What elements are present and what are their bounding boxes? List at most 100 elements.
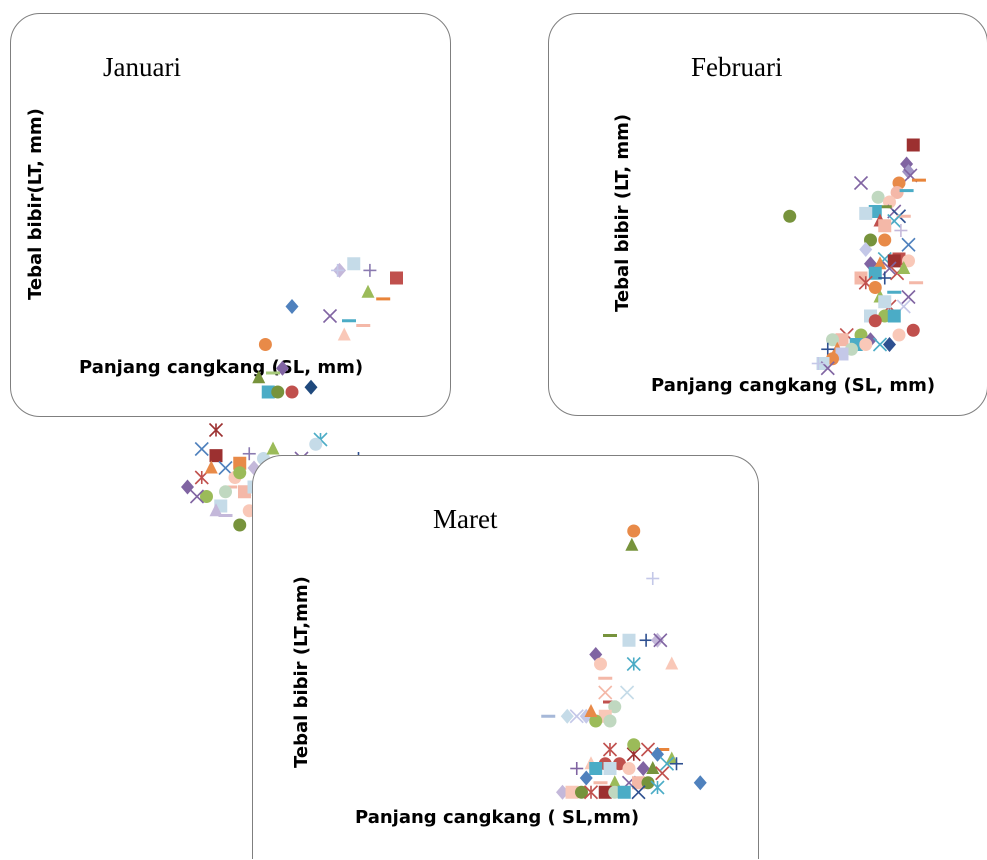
circle-marker <box>627 524 641 538</box>
dash-marker <box>356 324 371 327</box>
square-marker <box>878 295 892 309</box>
square-marker <box>859 206 873 220</box>
triangle-marker <box>873 256 887 270</box>
triangle-marker <box>625 537 639 551</box>
diamond-marker <box>285 299 299 314</box>
circle-marker <box>868 314 882 328</box>
circle-marker <box>219 485 232 499</box>
diamond-marker <box>902 164 915 180</box>
dash-marker <box>342 319 356 323</box>
circle-marker <box>906 323 920 337</box>
circle-marker <box>871 190 885 204</box>
triangle-marker <box>361 284 375 298</box>
circle-marker <box>589 714 603 728</box>
x-marker <box>218 460 233 476</box>
plus-marker <box>821 342 835 356</box>
diamond-marker <box>579 770 593 786</box>
square-marker <box>878 219 892 233</box>
dash-marker <box>911 178 926 182</box>
diamond-marker <box>636 761 650 776</box>
circle-marker <box>859 338 873 351</box>
dash-marker <box>266 371 280 375</box>
x-marker <box>853 175 869 191</box>
circle-marker <box>868 281 882 294</box>
dash-marker <box>218 514 233 517</box>
chart-panel-januari: Januari Panjang cangkang (SL, mm) Tebal … <box>10 13 451 537</box>
plus-marker <box>570 762 584 775</box>
square-marker <box>906 138 920 152</box>
circle-marker <box>200 490 213 503</box>
x-marker <box>631 785 646 800</box>
x-marker <box>653 633 668 648</box>
dash-marker <box>899 189 914 193</box>
triangle-marker <box>897 261 911 274</box>
circle-marker <box>309 437 323 451</box>
plus-marker <box>639 633 653 647</box>
triangle-marker <box>584 704 598 717</box>
plus-marker <box>363 263 377 277</box>
square-marker <box>632 776 645 790</box>
circle-marker <box>233 518 247 532</box>
square-marker <box>598 785 612 799</box>
dash-marker <box>593 781 608 785</box>
dash-marker <box>896 214 911 218</box>
scatter-plot <box>541 524 707 800</box>
square-marker <box>261 385 275 399</box>
x-axis-label: Panjang cangkang (SL, mm) <box>79 357 364 378</box>
x-marker <box>655 766 670 781</box>
circle-marker <box>826 333 839 347</box>
scatter-plot <box>181 257 403 537</box>
triangle-marker <box>266 441 280 455</box>
plus-marker <box>894 224 908 237</box>
square-marker <box>617 785 631 799</box>
plus-marker <box>878 271 892 285</box>
circle-marker <box>878 233 892 247</box>
square-marker <box>209 449 223 463</box>
x-marker <box>659 756 675 771</box>
square-marker <box>390 271 403 285</box>
square-marker <box>603 762 617 775</box>
square-marker <box>347 257 361 271</box>
triangle-marker <box>252 370 266 384</box>
dash-marker <box>887 290 902 294</box>
circle-marker <box>258 338 272 351</box>
x-marker <box>901 237 916 252</box>
dash-marker <box>909 281 924 285</box>
x-marker <box>194 441 209 457</box>
chart-title: Maret <box>433 504 498 534</box>
star-marker <box>602 742 618 757</box>
x-marker <box>901 289 916 305</box>
circle-marker <box>864 233 877 247</box>
diamond-marker <box>693 775 707 791</box>
x-marker <box>322 308 338 324</box>
diamond-marker <box>883 337 896 352</box>
star-marker <box>626 656 641 672</box>
dash-marker <box>877 205 892 209</box>
square-marker <box>622 633 636 647</box>
circle-marker <box>271 385 285 399</box>
x-marker <box>598 685 613 700</box>
square-marker <box>589 762 603 775</box>
dash-marker <box>223 485 238 489</box>
chart-panel-maret: Maret Panjang cangkang ( SL,mm) Tebal bi… <box>252 455 759 859</box>
circle-marker <box>783 209 797 223</box>
chart-title: Januari <box>103 52 181 82</box>
x-marker <box>189 489 205 504</box>
x-marker <box>620 685 635 700</box>
circle-marker <box>285 385 299 399</box>
triangle-marker <box>204 460 218 474</box>
circle-marker <box>594 657 607 671</box>
plus-marker <box>242 447 256 461</box>
circle-marker <box>603 714 617 728</box>
diamond-marker <box>304 379 318 395</box>
dash-marker <box>598 676 613 680</box>
diamond-marker <box>651 632 664 648</box>
square-marker <box>887 254 901 268</box>
diamond-marker <box>859 242 873 257</box>
dash-marker <box>655 748 670 751</box>
square-marker <box>565 785 579 799</box>
circle-marker <box>627 738 641 752</box>
x-marker <box>872 337 888 352</box>
triangle-marker <box>608 775 622 789</box>
dash-marker <box>541 714 556 718</box>
